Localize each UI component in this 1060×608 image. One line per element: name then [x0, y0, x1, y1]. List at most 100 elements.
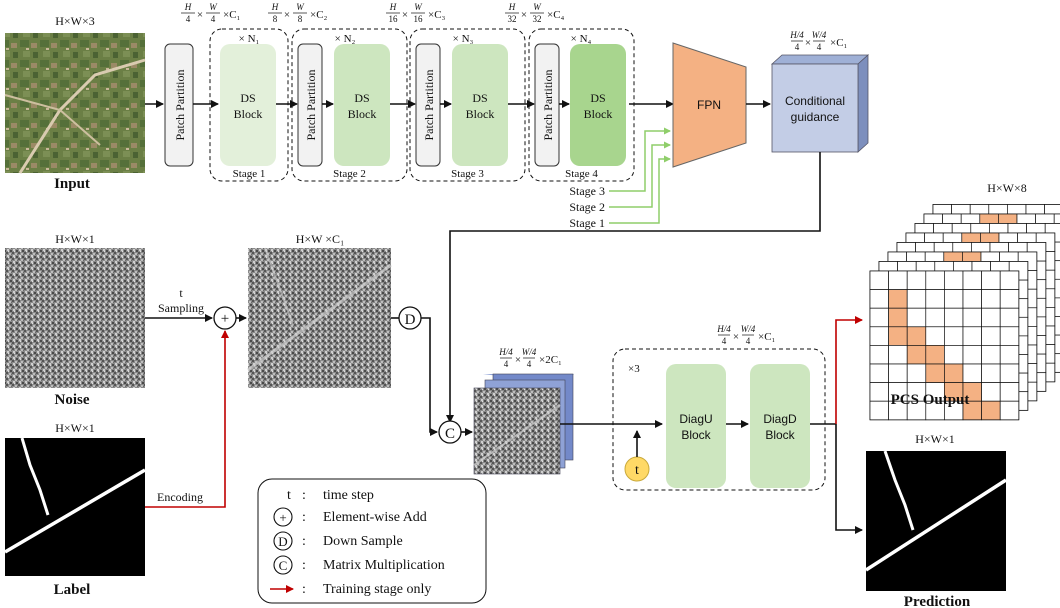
noisy-map-image: [247, 247, 392, 388]
patch-partition-label: Patch Partition: [541, 70, 555, 141]
noisy-map-dims: H×W ×C₁: [296, 232, 345, 246]
stage-repeat: × N₄: [571, 33, 592, 45]
pcs-cell: [944, 270, 964, 290]
svg-text:4: 4: [795, 42, 800, 52]
svg-text:4: 4: [527, 359, 532, 369]
stage-dims: H 4 × W 4 ×C₁: [181, 2, 241, 24]
pcs-label: PCS Output: [891, 392, 970, 408]
svg-text:H: H: [271, 2, 279, 12]
pcs-cell: [981, 400, 1001, 421]
patch-partition-label: Patch Partition: [173, 70, 187, 141]
pcs-cell: [962, 363, 982, 383]
fpn-label: FPN: [697, 98, 721, 112]
svg-text:×C₃: ×C₃: [428, 9, 446, 21]
matmul-symbol-glyph: C: [445, 426, 455, 442]
stage-repeat: × N₂: [335, 33, 356, 45]
sampling-label: Sampling: [158, 301, 204, 315]
noise-label: Noise: [55, 392, 90, 408]
svg-text:W/4: W/4: [812, 30, 827, 40]
ds-block-label-line2: Block: [234, 107, 263, 121]
pcs-cell: [999, 363, 1020, 383]
pcs-dims: H×W×8: [987, 181, 1027, 195]
stage-label: Stage 4: [565, 168, 598, 180]
svg-text:4: 4: [211, 14, 216, 24]
pcs-cell: [999, 307, 1020, 328]
diagd-block: [750, 364, 810, 488]
svg-text:H: H: [184, 2, 192, 12]
pcs-cell: [906, 307, 927, 328]
svg-text:×2C₁: ×2C₁: [539, 354, 562, 366]
pcs-cell: [981, 326, 1001, 346]
decoder-to-pcs-arrow: [835, 316, 863, 424]
decoder-repeat: ×3: [628, 363, 640, 375]
pcs-cell: [869, 382, 889, 402]
pcs-cell: [869, 400, 889, 421]
legend-item-add: + : Element-wise Add: [273, 507, 427, 527]
pcs-cell: [962, 326, 982, 346]
ds-block-label-line1: DS: [590, 91, 605, 105]
pcs-cell: [962, 345, 982, 365]
patch-partition-label: Patch Partition: [304, 70, 318, 141]
stage-repeat: × N₁: [239, 33, 260, 45]
svg-text:Matrix Multiplication: Matrix Multiplication: [323, 558, 445, 573]
pcs-cell: [888, 363, 908, 383]
conditional-guidance-block: [770, 54, 870, 153]
label-encoding-arrow: [145, 330, 229, 508]
svg-text:time step: time step: [323, 488, 374, 503]
pcs-cell: [869, 345, 889, 365]
svg-text::: :: [302, 510, 306, 525]
ds-block-label-line2: Block: [584, 107, 613, 121]
pcs-cell: [981, 345, 1001, 365]
decoder-dims: H/4 4 × W/4 4 ×C₁: [716, 324, 775, 346]
diagd-label-line2: Block: [765, 428, 795, 442]
legend-item-down: D : Down Sample: [273, 531, 403, 551]
pcs-cell: [888, 289, 908, 309]
stage-dims: H 8 × W 8 ×C₂: [268, 2, 328, 24]
conditional-to-matmul-arrow: [446, 152, 821, 423]
svg-text:×: ×: [284, 9, 290, 21]
svg-text:W/4: W/4: [522, 347, 537, 357]
pcs-cell: [925, 326, 945, 346]
prediction-image: [865, 450, 1007, 591]
svg-text:×: ×: [805, 37, 811, 49]
svg-text:H/4: H/4: [498, 347, 513, 357]
stage-container: [209, 28, 289, 182]
pcs-cell: [925, 289, 945, 309]
pcs-cell: [962, 270, 982, 290]
pcs-cell: [906, 289, 927, 309]
pcs-cell: [944, 363, 964, 383]
stage-container: [528, 28, 635, 182]
svg-text:W: W: [414, 2, 423, 12]
pcs-cell: [925, 345, 945, 365]
ds-block-label-line1: DS: [240, 91, 255, 105]
svg-text::: :: [302, 534, 306, 549]
legend-item-training: : Training stage only: [270, 582, 431, 597]
ds-block: [220, 44, 276, 166]
svg-text:8: 8: [273, 14, 278, 24]
svg-text:×: ×: [521, 9, 527, 21]
input-label: Input: [54, 176, 90, 192]
pcs-cell: [869, 270, 889, 290]
pcs-cell: [888, 270, 908, 290]
svg-text:×C₂: ×C₂: [310, 9, 328, 21]
ds-block-label-line1: DS: [354, 91, 369, 105]
svg-text:t: t: [287, 488, 291, 503]
fused-feature-stack: [473, 373, 574, 475]
pcs-cell: [962, 289, 982, 309]
svg-text:×: ×: [402, 9, 408, 21]
svg-text:4: 4: [186, 14, 191, 24]
diagu-block: [666, 364, 726, 488]
stage-container: [291, 28, 408, 182]
label-image: [4, 437, 146, 576]
svg-text:×C₄: ×C₄: [547, 9, 565, 21]
svg-text:×C₁: ×C₁: [758, 331, 776, 343]
pcs-cell: [981, 270, 1001, 290]
svg-text:W/4: W/4: [741, 324, 756, 334]
down-symbol-glyph: D: [405, 312, 416, 328]
svg-text:32: 32: [533, 14, 542, 24]
pcs-cell: [888, 326, 908, 346]
pcs-cell: [981, 382, 1001, 402]
patch-partition-block: Patch Partition: [534, 43, 560, 167]
svg-text:32: 32: [508, 14, 517, 24]
